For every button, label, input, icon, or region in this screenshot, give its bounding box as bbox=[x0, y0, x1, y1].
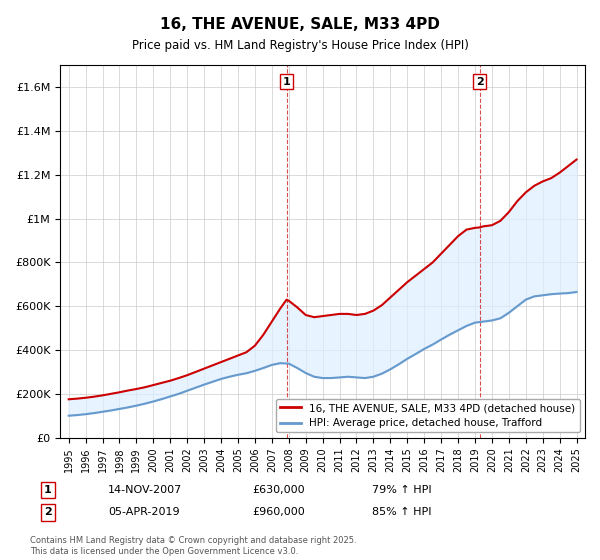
Text: 1: 1 bbox=[44, 485, 52, 495]
Text: 05-APR-2019: 05-APR-2019 bbox=[108, 507, 179, 517]
Text: 14-NOV-2007: 14-NOV-2007 bbox=[108, 485, 182, 495]
Text: £960,000: £960,000 bbox=[252, 507, 305, 517]
Text: 2: 2 bbox=[44, 507, 52, 517]
Text: 2: 2 bbox=[476, 77, 484, 87]
Text: 16, THE AVENUE, SALE, M33 4PD: 16, THE AVENUE, SALE, M33 4PD bbox=[160, 17, 440, 32]
Legend: 16, THE AVENUE, SALE, M33 4PD (detached house), HPI: Average price, detached hou: 16, THE AVENUE, SALE, M33 4PD (detached … bbox=[276, 399, 580, 432]
Text: Price paid vs. HM Land Registry's House Price Index (HPI): Price paid vs. HM Land Registry's House … bbox=[131, 39, 469, 52]
Text: Contains HM Land Registry data © Crown copyright and database right 2025.
This d: Contains HM Land Registry data © Crown c… bbox=[30, 536, 356, 556]
Text: £630,000: £630,000 bbox=[252, 485, 305, 495]
Text: 1: 1 bbox=[283, 77, 290, 87]
Text: 85% ↑ HPI: 85% ↑ HPI bbox=[372, 507, 431, 517]
Text: 79% ↑ HPI: 79% ↑ HPI bbox=[372, 485, 431, 495]
